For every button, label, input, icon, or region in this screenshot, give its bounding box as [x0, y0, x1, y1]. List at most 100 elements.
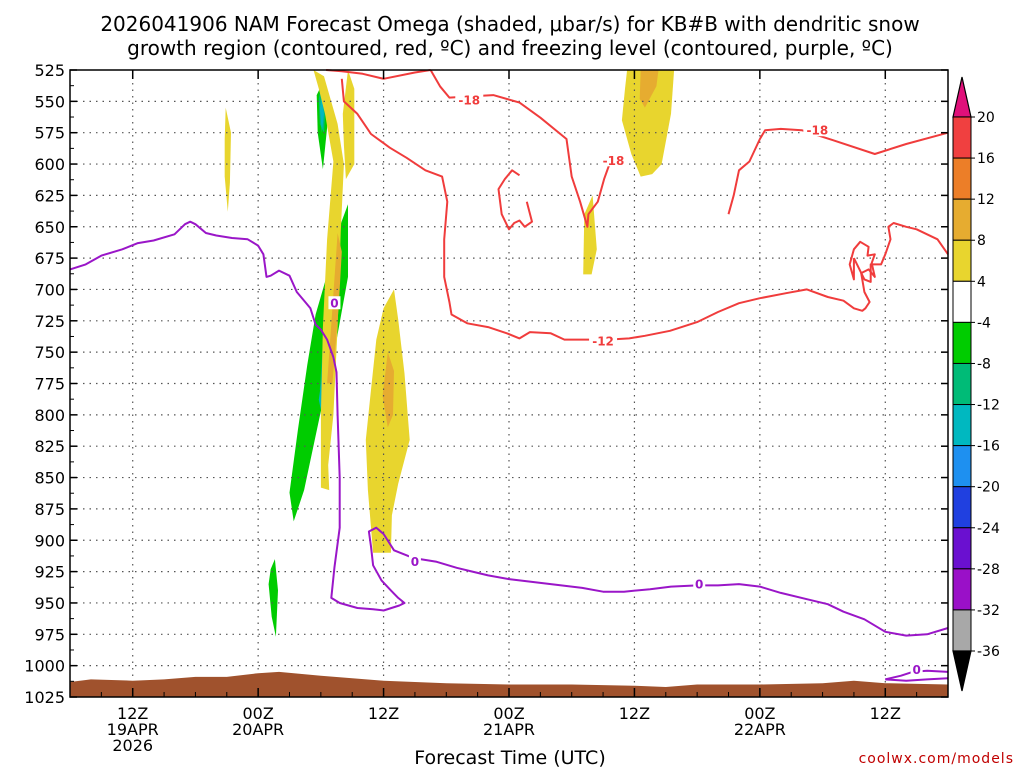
colorbar-label-5: -4 [977, 315, 991, 331]
colorbar-bin-0 [952, 116, 972, 159]
y-tick-label-600: 600 [34, 155, 65, 174]
freezing-line-0 [69, 220, 949, 637]
colorbar-bin-5 [952, 321, 972, 364]
y-tick-label-850: 850 [34, 469, 65, 488]
credit-text: coolwx.com/models [859, 751, 1014, 767]
omega-region-5 [319, 95, 324, 133]
colorbar-label-12: -32 [977, 603, 1000, 619]
y-tick-label-800: 800 [34, 406, 65, 425]
contour-label-bg-3 [589, 333, 618, 347]
omega-region-14 [639, 70, 659, 108]
colorbar-bin-7 [952, 404, 972, 447]
y-tick-label-1000: 1000 [24, 657, 65, 676]
x-tick-label-18-1: 00Z [242, 704, 273, 723]
dgz-line-5 [853, 222, 949, 283]
y-tick-label-525: 525 [34, 61, 65, 80]
x-tick-label-18-2: 20APR [232, 720, 284, 739]
dgz-line-2 [727, 127, 949, 215]
x-tick-label-42-1: 00Z [493, 704, 524, 723]
x-tick-label-42-2: 21APR [483, 720, 535, 739]
x-tick-label-78-1: 12Z [870, 704, 901, 723]
contour-label-3: -12 [592, 334, 614, 348]
y-tick-label-700: 700 [34, 280, 65, 299]
contour-label-bg-6 [693, 577, 706, 591]
omega-region-10 [224, 107, 231, 212]
colorbar-bottom-arrow [952, 650, 972, 692]
contour-label-2: -18 [807, 124, 829, 138]
x-axis-label: Forecast Time (UTC) [414, 747, 605, 768]
contour-label-bg-0 [455, 93, 484, 107]
x-tick-label-66-2: 22APR [734, 720, 786, 739]
contour-label-5: 0 [411, 555, 419, 569]
terrain-fill [70, 671, 948, 697]
colorbar-label-0: 20 [977, 110, 995, 126]
contour-label-4: 0 [330, 297, 338, 311]
omega-region-9 [342, 70, 355, 180]
y-tick-label-550: 550 [34, 92, 65, 111]
colorbar-label-10: -24 [977, 521, 1000, 537]
dgz-line-0 [326, 69, 431, 80]
title-line-1: 2026041906 NAM Forecast Omega (shaded, μ… [100, 12, 919, 36]
y-tick-label-625: 625 [34, 186, 65, 205]
contour-label-6: 0 [695, 578, 703, 592]
colorbar-label-13: -36 [977, 644, 1000, 660]
y-tick-label-975: 975 [34, 625, 65, 644]
colorbar-bin-2 [952, 198, 972, 241]
y-tick-label-1025: 1025 [24, 688, 65, 707]
x-tick-label-6-3: 2026 [112, 736, 153, 755]
dgz-line-3 [497, 169, 533, 231]
omega-region-6 [268, 559, 278, 637]
omega-region-7 [313, 70, 344, 491]
y-tick-label-825: 825 [34, 437, 65, 456]
colorbar-label-11: -28 [977, 562, 1000, 578]
terrain-polygon [70, 671, 948, 697]
y-tick-label-950: 950 [34, 594, 65, 613]
title-line-2: growth region (contoured, red, ºC) and f… [127, 36, 893, 60]
colorbar-label-6: -8 [977, 356, 991, 372]
colorbar-label-8: -16 [977, 439, 1000, 455]
colorbar: 20 16 12 8 4 -4 -8 -12 -16 -20 -24 -28 -32 -36 [952, 76, 1000, 692]
colorbar-bin-4 [952, 280, 972, 323]
contour-label-bg-4 [328, 296, 341, 310]
x-tick-label-66-1: 00Z [744, 704, 775, 723]
colorbar-bin-9 [952, 486, 972, 529]
x-tick-label-54-1: 12Z [619, 704, 650, 723]
colorbar-bin-11 [952, 568, 972, 611]
y-tick-label-750: 750 [34, 343, 65, 362]
x-tick-label-6-2: 19APR [107, 720, 159, 739]
contour-label-1: -18 [603, 154, 625, 168]
y-tick-label-900: 900 [34, 531, 65, 550]
contour-labels: -18 -18 -18 -12 0 0 0 0 [328, 93, 923, 677]
contour-label-bg-2 [803, 123, 832, 137]
y-tick-label-875: 875 [34, 500, 65, 519]
colorbar-bin-12 [952, 609, 972, 652]
colorbar-bin-8 [952, 445, 972, 488]
colorbar-label-1: 16 [977, 151, 995, 167]
colorbar-label-7: -12 [977, 398, 1000, 414]
colorbar-label-3: 8 [977, 233, 986, 249]
y-tick-label-675: 675 [34, 249, 65, 268]
contour-label-bg-7 [910, 662, 923, 676]
x-tick-label-6-1: 12Z [117, 704, 148, 723]
contour-label-bg-5 [408, 554, 421, 568]
y-axis-ticks: 525 550 575 600 625 650 675 700 725 750 775 800 825 8… [24, 61, 948, 707]
colorbar-bin-6 [952, 362, 972, 406]
y-tick-label-725: 725 [34, 312, 65, 331]
colorbar-label-9: -20 [977, 480, 1000, 496]
y-tick-label-925: 925 [34, 563, 65, 582]
y-tick-label-775: 775 [34, 375, 65, 394]
contour-label-0: -18 [458, 94, 480, 108]
colorbar-label-4: 4 [977, 274, 986, 290]
colorbar-bin-1 [952, 157, 972, 200]
contour-label-bg-1 [599, 153, 628, 167]
x-tick-label-30-1: 12Z [368, 704, 399, 723]
freezing-line-2 [885, 677, 949, 682]
y-tick-label-575: 575 [34, 124, 65, 143]
colorbar-top-arrow [952, 76, 972, 118]
colorbar-bin-10 [952, 527, 972, 570]
omega-region-15 [583, 195, 597, 275]
contour-label-7: 0 [912, 663, 920, 677]
colorbar-bin-3 [952, 239, 972, 282]
